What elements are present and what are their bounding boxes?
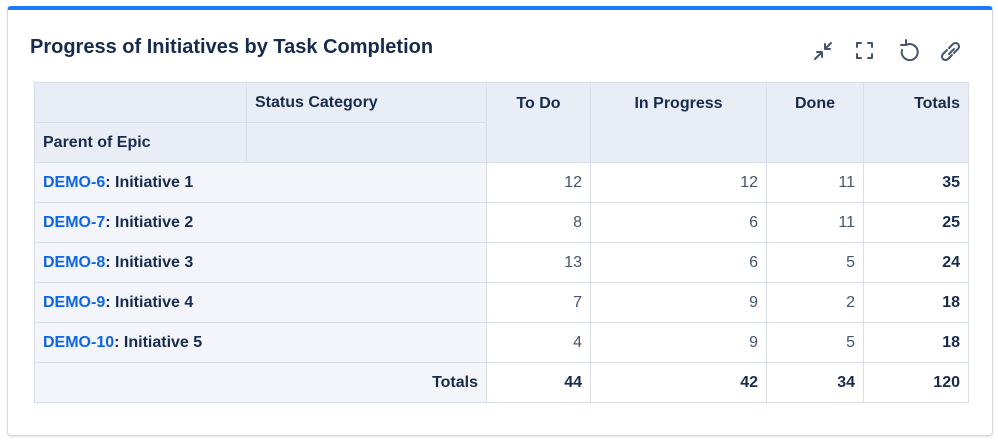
column-total: 42: [590, 362, 767, 403]
value-cell: 9: [590, 282, 767, 323]
value-cell: 7: [486, 282, 591, 323]
value-cell: 5: [766, 242, 864, 283]
value-cell: 6: [590, 202, 767, 243]
issue-name: : Initiative 1: [105, 173, 194, 191]
column-header-label: Parent of Epic: [34, 122, 247, 163]
row-label: DEMO-8: Initiative 3: [34, 242, 487, 283]
row-total: 18: [863, 322, 969, 363]
widget-card: Progress of Initiatives by Task Completi…: [7, 6, 993, 436]
data-row: DEMO-7: Initiative 2 8 6 11 25: [34, 202, 969, 243]
value-cell: 8: [486, 202, 591, 243]
row-total: 18: [863, 282, 969, 323]
data-row: DEMO-9: Initiative 4 7 9 2 18: [34, 282, 969, 323]
row-total: 35: [863, 162, 969, 203]
row-total: 25: [863, 202, 969, 243]
row-header-label: Status Category: [246, 82, 487, 123]
row-label: DEMO-6: Initiative 1: [34, 162, 487, 203]
value-cell: 6: [590, 242, 767, 283]
value-cell: 11: [766, 162, 864, 203]
issue-link[interactable]: DEMO-8: [43, 253, 106, 271]
column-header: In Progress: [590, 82, 767, 163]
header-cell: [34, 82, 247, 123]
issue-link[interactable]: DEMO-10: [43, 333, 115, 351]
totals-row: Totals 44 42 34 120: [34, 362, 969, 403]
header-row: Parent of Epic: [34, 122, 969, 163]
data-row: DEMO-8: Initiative 3 13 6 5 24: [34, 242, 969, 283]
row-label: DEMO-7: Initiative 2: [34, 202, 487, 243]
issue-link[interactable]: DEMO-6: [43, 173, 106, 191]
widget-title: Progress of Initiatives by Task Completi…: [30, 36, 434, 58]
data-row: DEMO-6: Initiative 1 12 12 11 35: [34, 162, 969, 203]
issue-name: : Initiative 5: [114, 333, 203, 351]
fullscreen-button[interactable]: [852, 38, 878, 64]
collapse-button[interactable]: [810, 38, 836, 64]
data-row: DEMO-10: Initiative 5 4 9 5 18: [34, 322, 969, 363]
value-cell: 12: [486, 162, 591, 203]
header-row: Status Category To Do In Progress Done Total…: [34, 82, 969, 163]
value-cell: 9: [590, 322, 767, 363]
header-cell: [246, 122, 487, 163]
value-cell: 5: [766, 322, 864, 363]
value-cell: 12: [590, 162, 767, 203]
value-cell: 2: [766, 282, 864, 323]
column-header: Totals: [863, 82, 969, 163]
issue-name: : Initiative 2: [105, 213, 194, 231]
issue-link[interactable]: DEMO-7: [43, 213, 106, 231]
value-cell: 11: [766, 202, 864, 243]
column-total: 44: [486, 362, 591, 403]
row-label: DEMO-10: Initiative 5: [34, 322, 487, 363]
issue-name: : Initiative 4: [105, 293, 194, 311]
row-total: 24: [863, 242, 969, 283]
issue-name: : Initiative 3: [105, 253, 194, 271]
row-label: DEMO-9: Initiative 4: [34, 282, 487, 323]
refresh-button[interactable]: [895, 38, 921, 64]
value-cell: 13: [486, 242, 591, 283]
value-cell: 4: [486, 322, 591, 363]
totals-label: Totals: [34, 362, 487, 403]
grand-total: 120: [863, 362, 969, 403]
column-header: To Do: [486, 82, 591, 163]
toolbar: [810, 38, 964, 64]
pivot-table: Status Category To Do In Progress Done Total…: [34, 82, 969, 403]
link-button[interactable]: [938, 38, 964, 64]
issue-link[interactable]: DEMO-9: [43, 293, 106, 311]
column-total: 34: [766, 362, 864, 403]
column-header: Done: [766, 82, 864, 163]
